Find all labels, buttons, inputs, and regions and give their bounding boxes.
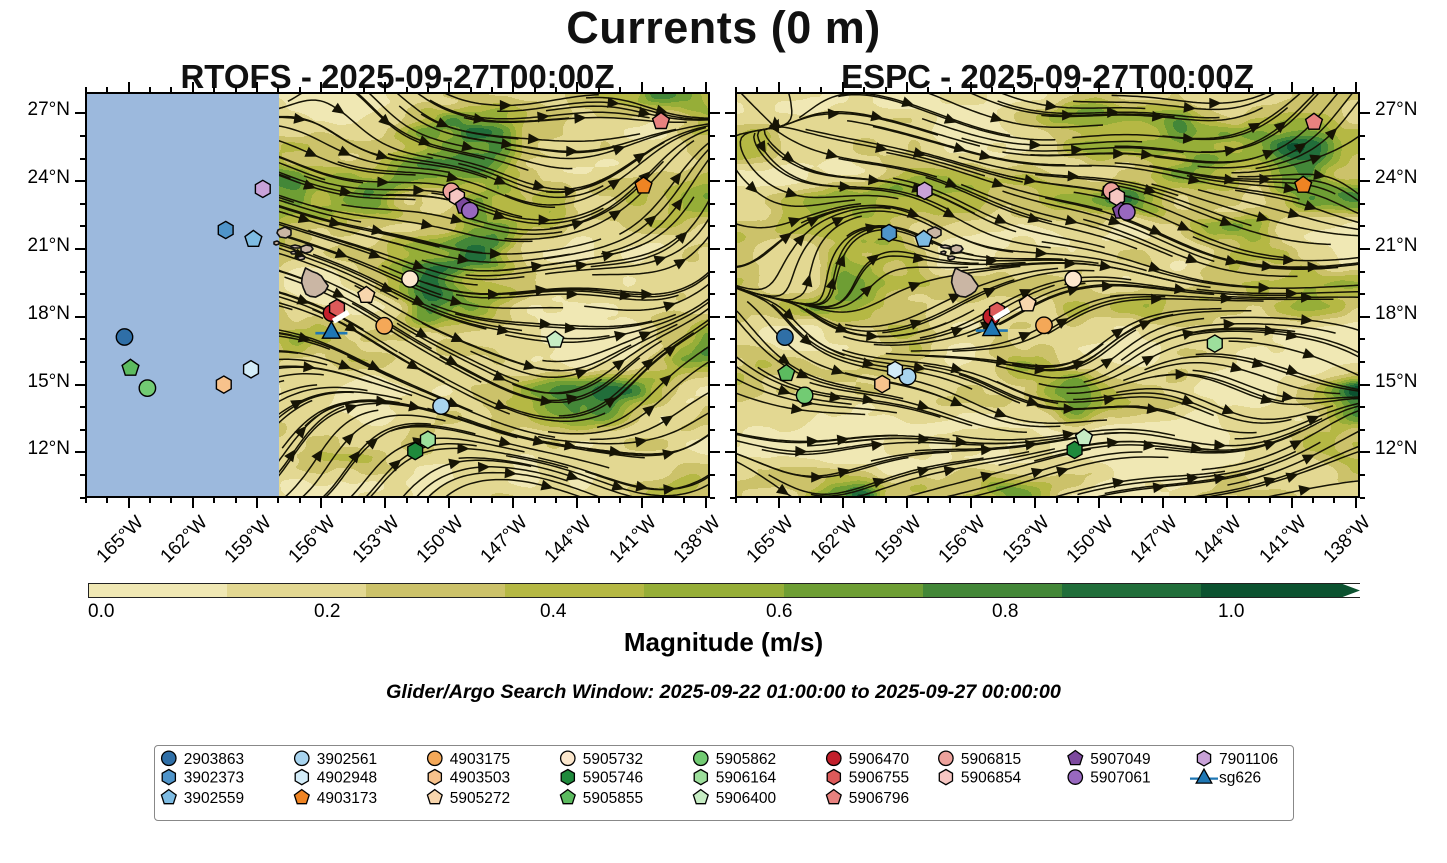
svg-text:3902559: 3902559: [183, 790, 243, 807]
svg-text:5907049: 5907049: [1090, 751, 1150, 768]
svg-text:5905272: 5905272: [449, 790, 509, 807]
svg-text:5906755: 5906755: [848, 769, 908, 786]
svg-text:sg626: sg626: [1219, 769, 1261, 786]
svg-text:4903175: 4903175: [449, 751, 509, 768]
svg-text:5905855: 5905855: [582, 790, 642, 807]
svg-text:2903863: 2903863: [183, 751, 243, 768]
svg-text:7901106: 7901106: [1219, 751, 1278, 768]
svg-text:4903503: 4903503: [449, 769, 509, 786]
svg-text:4902948: 4902948: [316, 769, 376, 786]
svg-text:5906854: 5906854: [961, 769, 1022, 786]
svg-text:5907061: 5907061: [1090, 769, 1150, 786]
svg-text:5905862: 5905862: [715, 751, 775, 768]
svg-text:3902373: 3902373: [183, 769, 243, 786]
svg-text:5906164: 5906164: [715, 769, 776, 786]
svg-text:5905746: 5905746: [582, 769, 642, 786]
svg-text:4903173: 4903173: [316, 790, 376, 807]
svg-text:5906470: 5906470: [848, 751, 908, 768]
svg-text:5906796: 5906796: [848, 790, 908, 807]
svg-text:5905732: 5905732: [582, 751, 642, 768]
svg-text:5906815: 5906815: [961, 751, 1021, 768]
svg-text:3902561: 3902561: [316, 751, 376, 768]
svg-text:5906400: 5906400: [715, 790, 775, 807]
